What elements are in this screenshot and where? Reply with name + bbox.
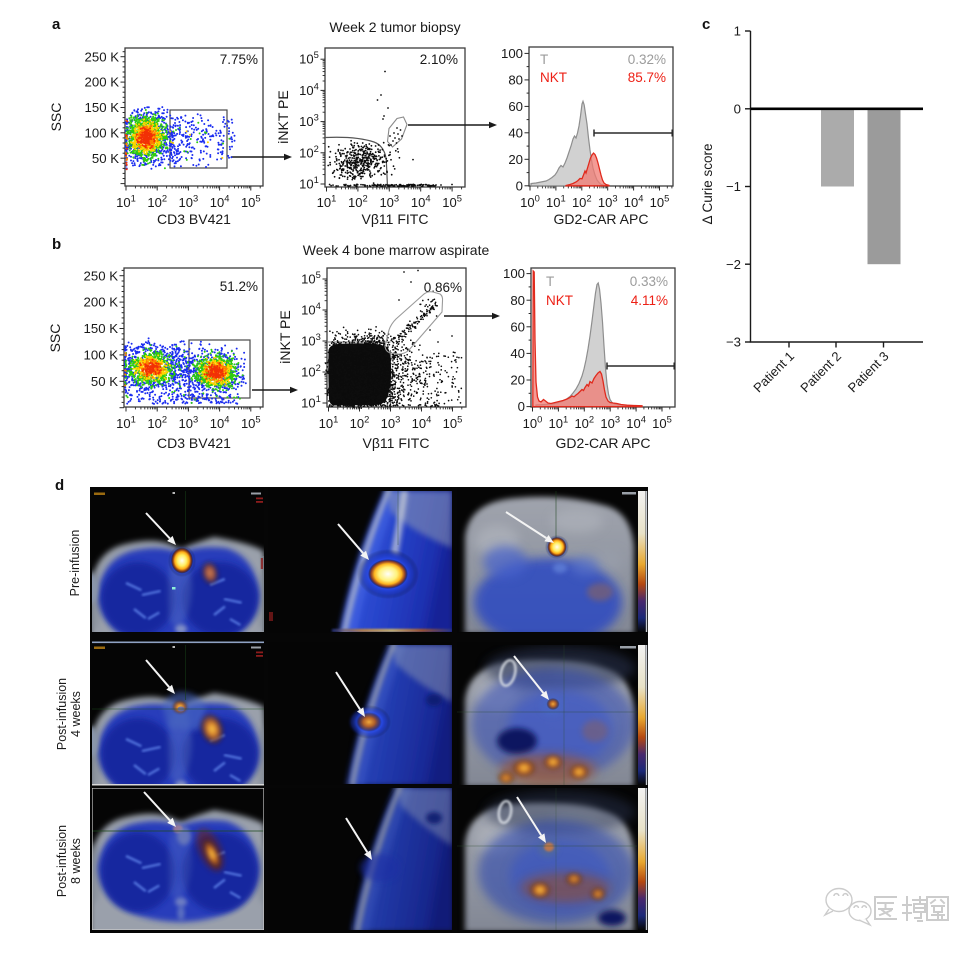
- svg-text:T: T: [540, 52, 548, 67]
- svg-text:iNKT PE: iNKT PE: [277, 310, 293, 363]
- svg-text:Vβ11 FITC: Vβ11 FITC: [362, 211, 429, 227]
- svg-text:SSC: SSC: [47, 324, 63, 353]
- svg-text:51.2%: 51.2%: [220, 279, 258, 294]
- svg-text:Week 2 tumor biopsy: Week 2 tumor biopsy: [329, 19, 460, 35]
- svg-text:GD2-CAR APC: GD2-CAR APC: [556, 435, 651, 451]
- svg-text:c: c: [702, 16, 710, 33]
- svg-text:Pre-infusion: Pre-infusion: [68, 530, 82, 597]
- svg-text:CD3 BV421: CD3 BV421: [157, 435, 231, 451]
- svg-text:GD2-CAR APC: GD2-CAR APC: [554, 211, 649, 227]
- svg-text:1: 1: [734, 24, 741, 39]
- svg-text:b: b: [52, 236, 61, 253]
- svg-text:iNKT PE: iNKT PE: [275, 90, 291, 143]
- svg-text:0: 0: [518, 399, 525, 414]
- svg-text:Δ Curie score: Δ Curie score: [700, 143, 715, 224]
- svg-text:150 K: 150 K: [85, 100, 120, 115]
- svg-text:50 K: 50 K: [92, 151, 119, 166]
- svg-text:−2: −2: [726, 257, 741, 272]
- svg-text:85.7%: 85.7%: [628, 70, 666, 85]
- svg-text:100: 100: [501, 46, 523, 61]
- svg-text:0: 0: [516, 178, 523, 193]
- svg-text:−1: −1: [726, 179, 741, 194]
- svg-text:7.75%: 7.75%: [220, 52, 258, 67]
- svg-text:SSC: SSC: [48, 103, 64, 132]
- svg-text:40: 40: [510, 346, 525, 361]
- svg-text:NKT: NKT: [540, 70, 567, 85]
- svg-text:60: 60: [510, 319, 525, 334]
- svg-text:Week 4 bone marrow aspirate: Week 4 bone marrow aspirate: [303, 242, 490, 258]
- svg-text:250 K: 250 K: [84, 268, 119, 283]
- svg-text:T: T: [546, 274, 554, 289]
- svg-text:0.86%: 0.86%: [424, 280, 462, 295]
- svg-text:8 weeks: 8 weeks: [69, 838, 83, 884]
- svg-text:4.11%: 4.11%: [631, 293, 668, 308]
- svg-text:0.33%: 0.33%: [630, 274, 668, 289]
- svg-text:50 K: 50 K: [91, 374, 118, 389]
- svg-text:60: 60: [508, 99, 523, 114]
- svg-text:Post-infusion: Post-infusion: [55, 825, 69, 897]
- svg-text:0: 0: [734, 101, 741, 116]
- svg-text:200 K: 200 K: [84, 295, 119, 310]
- svg-text:100: 100: [503, 266, 525, 281]
- svg-text:NKT: NKT: [546, 293, 573, 308]
- svg-text:CD3 BV421: CD3 BV421: [157, 211, 231, 227]
- svg-text:200 K: 200 K: [85, 75, 120, 90]
- svg-text:d: d: [55, 477, 64, 494]
- svg-text:Post-infusion: Post-infusion: [55, 678, 69, 750]
- svg-text:20: 20: [508, 152, 523, 167]
- svg-text:250 K: 250 K: [85, 49, 120, 64]
- svg-text:100 K: 100 K: [84, 348, 119, 363]
- svg-text:0.32%: 0.32%: [628, 52, 666, 67]
- svg-text:Vβ11 FITC: Vβ11 FITC: [363, 435, 430, 451]
- svg-text:80: 80: [508, 73, 523, 88]
- svg-text:40: 40: [508, 125, 523, 140]
- svg-text:−3: −3: [726, 335, 741, 350]
- svg-text:150 K: 150 K: [84, 321, 119, 336]
- svg-text:2.10%: 2.10%: [420, 52, 458, 67]
- svg-text:20: 20: [510, 373, 525, 388]
- svg-text:4 weeks: 4 weeks: [69, 691, 83, 737]
- svg-text:a: a: [52, 16, 61, 33]
- svg-text:80: 80: [510, 293, 525, 308]
- svg-text:100 K: 100 K: [85, 125, 120, 140]
